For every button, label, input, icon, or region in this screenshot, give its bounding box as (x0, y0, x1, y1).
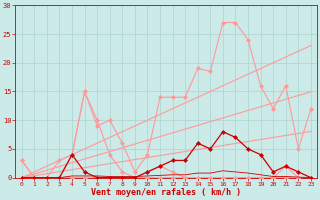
X-axis label: Vent moyen/en rafales ( km/h ): Vent moyen/en rafales ( km/h ) (91, 188, 241, 197)
